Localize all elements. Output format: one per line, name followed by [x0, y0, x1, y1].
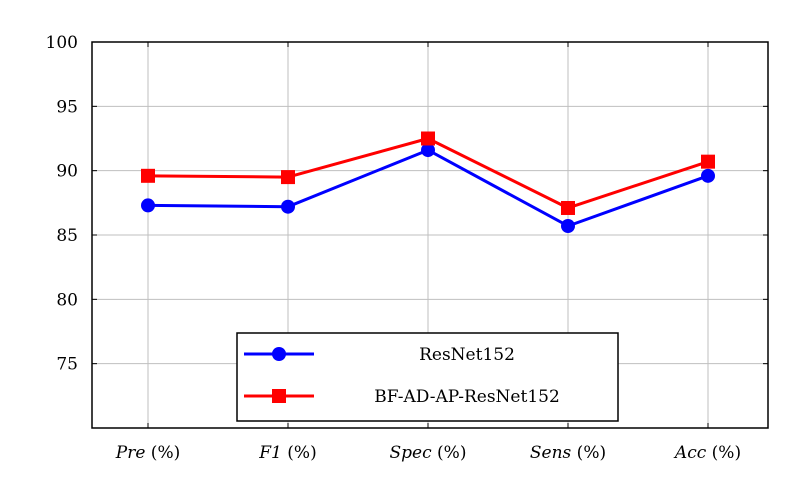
plot-frame [91, 41, 769, 429]
legend: ResNet152 BF-AD-AP-ResNet152 [236, 332, 619, 422]
data-point-resnet152 [421, 143, 435, 158]
x-tick-label: Acc (%) [673, 443, 741, 463]
data-point-bf-ad-ap-resnet152 [561, 200, 575, 215]
data-point-bf-ad-ap-resnet152 [141, 168, 155, 183]
series-bf-ad-ap-resnet152 [141, 131, 715, 215]
y-tick-label: 85 [56, 226, 78, 246]
y-tick-label: 75 [56, 355, 78, 375]
x-tick-label: Spec (%) [390, 443, 467, 463]
x-axis-ticks: Pre (%) F1 (%) Spec (%) Sens (%) Acc (%) [115, 42, 741, 463]
data-point-resnet152 [141, 198, 155, 213]
data-point-bf-ad-ap-resnet152 [421, 131, 435, 146]
legend-label-resnet152: ResNet152 [419, 345, 515, 365]
x-tick-label: Pre (%) [115, 443, 180, 463]
series-layer [141, 131, 715, 233]
legend-label-bf-ad-ap-resnet152: BF-AD-AP-ResNet152 [374, 387, 560, 407]
legend-marker-bf-ad-ap-resnet152 [272, 389, 286, 403]
y-tick-label: 90 [56, 162, 78, 182]
y-tick-label: 100 [46, 33, 78, 53]
x-tick-label: Sens (%) [530, 443, 606, 463]
data-point-bf-ad-ap-resnet152 [701, 154, 715, 169]
data-point-bf-ad-ap-resnet152 [281, 170, 295, 185]
y-axis-ticks: 75 80 85 90 95 100 [46, 33, 768, 375]
y-tick-label: 80 [56, 290, 78, 310]
data-point-resnet152 [701, 168, 715, 183]
data-point-resnet152 [561, 218, 575, 233]
x-tick-label: F1 (%) [258, 443, 316, 463]
series-resnet152 [141, 143, 715, 233]
legend-marker-resnet152 [272, 347, 286, 361]
data-point-resnet152 [281, 199, 295, 214]
y-tick-label: 95 [56, 97, 78, 117]
legend-box [236, 332, 619, 422]
